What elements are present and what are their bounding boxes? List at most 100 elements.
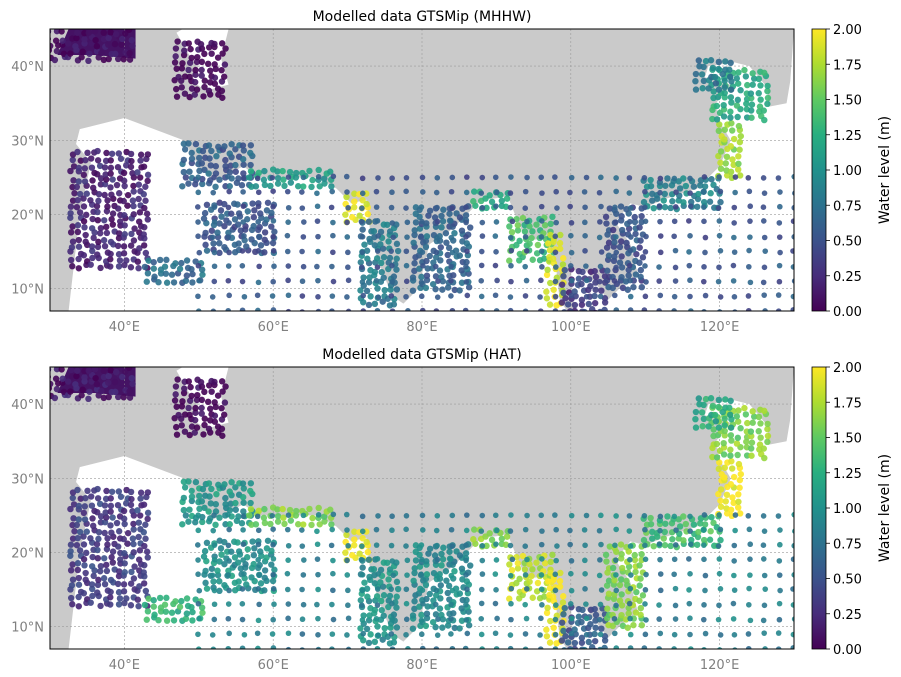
data-point xyxy=(533,221,540,228)
data-point xyxy=(170,279,178,286)
data-point xyxy=(692,77,699,85)
data-point xyxy=(438,550,445,558)
data-point xyxy=(423,272,431,279)
data-point xyxy=(314,528,320,535)
y-tick-label: 20°N xyxy=(11,547,44,562)
colorbar-tick-label: 1.00 xyxy=(833,164,862,179)
data-point xyxy=(777,189,783,195)
data-point xyxy=(234,559,242,566)
colorbar-label: Water level (m) xyxy=(877,116,893,224)
data-point xyxy=(247,142,255,149)
data-point xyxy=(582,586,588,592)
data-point xyxy=(74,566,82,574)
data-point xyxy=(375,233,381,239)
data-point xyxy=(250,552,258,559)
data-point xyxy=(388,542,395,549)
data-point xyxy=(650,204,657,212)
data-point xyxy=(73,183,81,191)
data-point xyxy=(255,248,262,254)
data-point xyxy=(193,396,201,404)
data-point xyxy=(107,164,115,172)
data-point xyxy=(627,543,634,549)
data-point xyxy=(329,293,336,299)
data-point xyxy=(196,154,203,162)
data-point xyxy=(662,182,669,189)
data-point xyxy=(261,249,268,256)
data-point xyxy=(329,308,335,311)
data-point xyxy=(128,495,135,503)
data-point xyxy=(463,542,469,549)
data-point xyxy=(731,632,738,638)
data-point xyxy=(299,189,305,195)
data-point xyxy=(83,211,90,219)
data-point xyxy=(687,541,694,548)
data-point xyxy=(196,505,203,513)
data-point xyxy=(790,248,794,254)
data-point xyxy=(631,218,639,226)
data-point xyxy=(351,542,358,549)
data-point xyxy=(196,615,202,622)
data-point xyxy=(315,166,322,174)
data-point xyxy=(208,485,215,493)
data-point xyxy=(732,189,738,196)
data-point xyxy=(122,500,130,507)
data-point xyxy=(134,169,141,176)
data-point xyxy=(344,632,350,638)
data-point xyxy=(226,587,232,594)
data-point xyxy=(219,388,226,395)
data-point xyxy=(342,211,349,218)
data-point xyxy=(478,190,485,196)
data-point xyxy=(463,527,470,534)
data-point xyxy=(656,616,662,622)
data-point xyxy=(365,279,373,286)
data-point xyxy=(478,277,485,284)
data-point xyxy=(748,101,756,108)
data-point xyxy=(522,646,529,649)
data-point xyxy=(764,420,771,428)
data-point xyxy=(552,308,559,311)
data-point xyxy=(694,533,702,541)
data-point xyxy=(550,255,557,263)
data-point xyxy=(434,632,441,638)
data-point xyxy=(613,219,619,225)
data-point xyxy=(232,506,239,513)
data-point xyxy=(538,541,545,548)
data-point xyxy=(370,566,378,573)
data-point xyxy=(81,562,88,569)
data-point xyxy=(196,249,203,256)
data-point xyxy=(83,528,90,535)
data-point xyxy=(181,90,189,97)
data-point xyxy=(240,170,247,177)
data-point xyxy=(121,560,128,567)
data-point xyxy=(144,151,152,158)
data-point xyxy=(701,542,707,548)
data-point xyxy=(378,606,385,614)
data-point xyxy=(240,499,247,506)
data-point xyxy=(575,613,583,620)
data-point xyxy=(478,293,485,300)
data-point xyxy=(680,199,687,206)
data-point xyxy=(221,560,228,568)
data-point xyxy=(702,57,710,65)
data-point xyxy=(529,228,536,235)
data-point xyxy=(597,646,603,649)
data-point xyxy=(775,630,782,636)
data-point xyxy=(526,223,533,230)
data-point xyxy=(649,197,656,204)
data-point xyxy=(208,388,215,395)
data-point xyxy=(182,277,190,284)
data-point xyxy=(145,257,152,264)
data-point xyxy=(603,220,610,227)
data-point xyxy=(151,611,158,618)
data-point xyxy=(390,301,398,308)
data-point xyxy=(141,204,148,212)
data-point xyxy=(178,65,186,72)
data-point xyxy=(115,589,123,596)
data-point xyxy=(717,248,724,254)
data-point xyxy=(194,204,201,210)
data-point xyxy=(94,171,101,178)
data-point xyxy=(117,556,124,563)
data-point xyxy=(211,40,218,48)
data-point xyxy=(280,514,287,521)
data-point xyxy=(437,257,444,264)
